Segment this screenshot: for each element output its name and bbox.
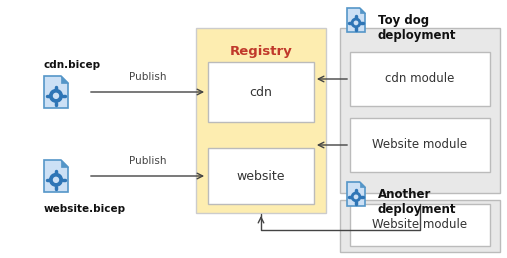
- FancyBboxPatch shape: [350, 204, 490, 246]
- Text: Toy dog
deployment: Toy dog deployment: [378, 14, 456, 42]
- Polygon shape: [360, 8, 365, 13]
- Polygon shape: [44, 76, 68, 108]
- Text: Publish: Publish: [129, 156, 167, 166]
- Polygon shape: [360, 182, 365, 187]
- FancyBboxPatch shape: [208, 148, 314, 204]
- Circle shape: [351, 18, 361, 28]
- FancyBboxPatch shape: [340, 28, 500, 193]
- Text: cdn.bicep: cdn.bicep: [44, 60, 101, 70]
- Polygon shape: [61, 160, 68, 167]
- Text: Publish: Publish: [129, 72, 167, 82]
- Circle shape: [351, 192, 361, 202]
- Circle shape: [353, 20, 358, 25]
- Text: Website module: Website module: [373, 219, 467, 231]
- Polygon shape: [44, 160, 68, 192]
- Circle shape: [353, 195, 358, 199]
- Text: cdn module: cdn module: [385, 72, 455, 85]
- Text: website: website: [237, 170, 285, 182]
- FancyBboxPatch shape: [340, 200, 500, 252]
- Polygon shape: [347, 182, 365, 206]
- Circle shape: [53, 177, 59, 183]
- FancyBboxPatch shape: [350, 52, 490, 106]
- FancyBboxPatch shape: [208, 62, 314, 122]
- Text: website.bicep: website.bicep: [44, 204, 126, 214]
- Text: Website module: Website module: [373, 139, 467, 151]
- Polygon shape: [347, 8, 365, 32]
- Circle shape: [49, 173, 63, 187]
- Circle shape: [49, 89, 63, 103]
- Text: cdn: cdn: [249, 85, 272, 99]
- Text: Another
deployment: Another deployment: [378, 188, 456, 216]
- Text: Registry: Registry: [230, 45, 293, 58]
- FancyBboxPatch shape: [196, 28, 326, 213]
- Polygon shape: [61, 76, 68, 83]
- FancyBboxPatch shape: [350, 118, 490, 172]
- Circle shape: [53, 93, 59, 99]
